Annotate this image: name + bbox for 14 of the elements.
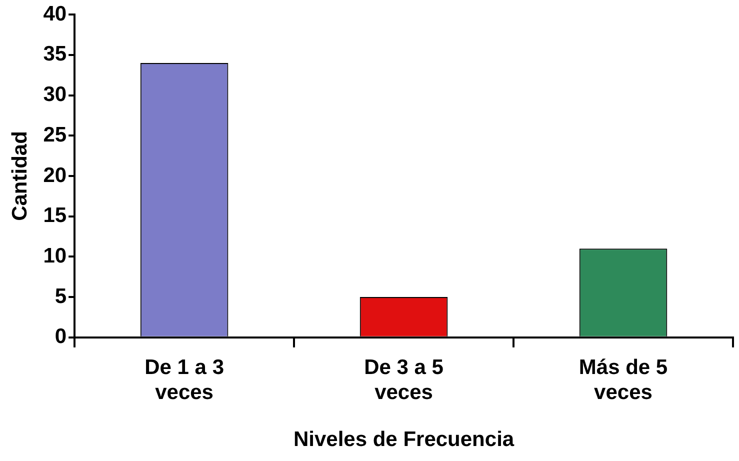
y-axis-title: Cantidad	[8, 131, 32, 221]
y-tick-label: 5	[54, 284, 67, 308]
x-axis-title: Niveles de Frecuencia	[293, 428, 514, 452]
y-tick-label: 10	[43, 244, 67, 268]
y-tick-label: 40	[43, 2, 67, 26]
y-tick-label: 15	[43, 204, 67, 228]
y-tick-label: 35	[43, 42, 67, 66]
y-tick-label: 30	[43, 83, 67, 106]
x-tick-label: De 3 a 5 veces	[364, 356, 444, 404]
x-tick-label: Más de 5 veces	[578, 356, 668, 404]
y-tick-label: 25	[43, 123, 67, 146]
y-tick-label: 20	[43, 164, 67, 187]
x-tick-label: De 1 a 3 veces	[144, 356, 224, 404]
y-tick-label: 0	[54, 325, 67, 348]
